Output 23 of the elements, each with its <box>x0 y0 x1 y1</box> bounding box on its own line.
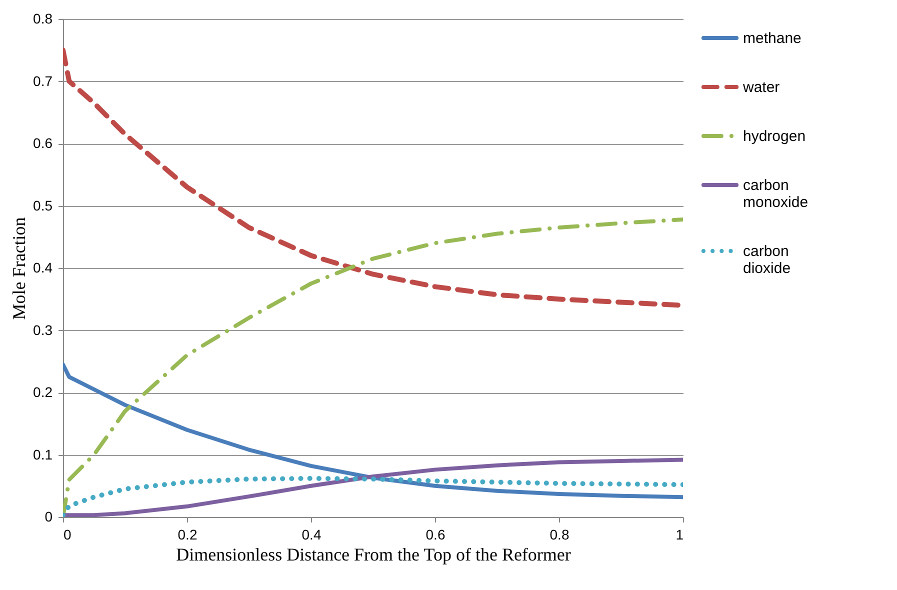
line-series <box>63 362 683 500</box>
y-tick-label: 0.6 <box>33 135 53 151</box>
y-axis-title: Mole Fraction <box>9 217 30 320</box>
legend-label: hydrogen <box>743 128 806 145</box>
y-tick-label: 0.3 <box>33 322 53 338</box>
x-tick-label: 0.4 <box>302 526 322 542</box>
legend-label: water <box>742 79 780 96</box>
y-tick-label: 0.7 <box>33 72 53 89</box>
y-tick-label: 0.5 <box>33 197 53 214</box>
x-axis-title: Dimensionless Distance From the Top of the Reformer <box>176 544 571 564</box>
x-tick-label: 0 <box>64 526 72 542</box>
x-tick-label: 0.6 <box>426 526 446 542</box>
y-tick-label: 0.2 <box>33 384 53 400</box>
y-tick-label: 0 <box>44 508 53 524</box>
legend-label: carbon monoxide <box>743 177 808 211</box>
y-tick-label: 0.4 <box>33 260 53 276</box>
x-tick-label: 0.2 <box>178 526 198 542</box>
legend-label: methane <box>743 30 802 47</box>
y-tick-label: 0.1 <box>33 446 53 462</box>
x-tick-label: 0.8 <box>550 526 570 542</box>
y-tick-label: 0.8 <box>33 10 53 26</box>
legend-label: carbon dioxide <box>743 243 791 277</box>
x-tick-label: 1 <box>676 526 684 542</box>
